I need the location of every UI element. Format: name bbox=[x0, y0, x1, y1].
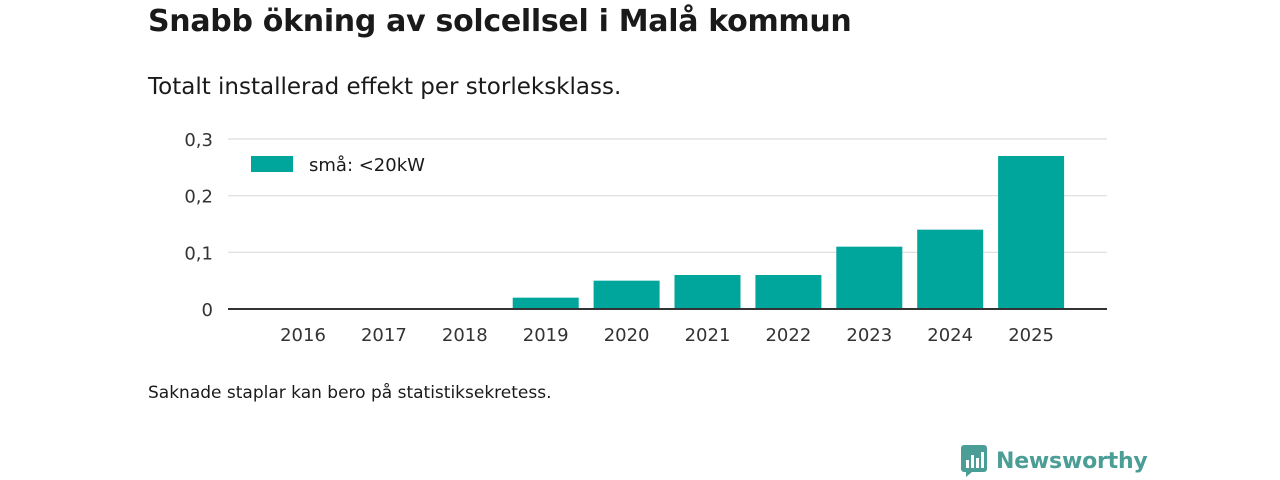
chart-subtitle: Totalt installerad effekt per storlekskl… bbox=[148, 74, 622, 100]
brand-logo[interactable]: Newsworthy bbox=[960, 444, 1148, 478]
bar-2025 bbox=[998, 156, 1065, 309]
x-tick-label: 2022 bbox=[765, 325, 811, 346]
legend-label: små: <20kW bbox=[309, 155, 425, 176]
x-tick-label: 2018 bbox=[442, 325, 488, 346]
x-tick-label: 2020 bbox=[604, 325, 650, 346]
brand-name: Newsworthy bbox=[996, 448, 1148, 474]
bar-2022 bbox=[755, 275, 822, 309]
footnote: Saknade staplar kan bero på statistiksek… bbox=[148, 383, 552, 403]
bar-2020 bbox=[593, 280, 660, 309]
bar-2023 bbox=[836, 246, 903, 309]
x-tick-label: 2024 bbox=[927, 325, 973, 346]
bar-2024 bbox=[917, 229, 984, 309]
bar-2019 bbox=[512, 297, 579, 309]
x-tick-label: 2016 bbox=[280, 325, 326, 346]
x-tick-label: 2023 bbox=[846, 325, 892, 346]
bars bbox=[512, 156, 1065, 309]
y-tick-label: 0 bbox=[202, 300, 213, 321]
y-tick-label: 0,1 bbox=[184, 243, 213, 264]
y-tick-label: 0,2 bbox=[184, 187, 213, 208]
newsworthy-logo-icon bbox=[961, 445, 987, 477]
x-tick-label: 2019 bbox=[523, 325, 569, 346]
x-axis-ticks: 2016 2017 2018 2019 2020 2021 2022 2023 2024 2025 bbox=[280, 325, 1054, 346]
y-axis-ticks: 0 0,1 0,2 0,3 bbox=[184, 130, 213, 321]
y-tick-label: 0,3 bbox=[184, 130, 213, 151]
legend-swatch bbox=[251, 156, 293, 172]
legend: små: <20kW bbox=[251, 155, 425, 176]
x-tick-label: 2025 bbox=[1008, 325, 1054, 346]
x-tick-label: 2017 bbox=[361, 325, 407, 346]
x-tick-label: 2021 bbox=[685, 325, 731, 346]
bar-2021 bbox=[674, 275, 741, 309]
chart-title: Snabb ökning av solcellsel i Malå kommun bbox=[148, 4, 852, 39]
